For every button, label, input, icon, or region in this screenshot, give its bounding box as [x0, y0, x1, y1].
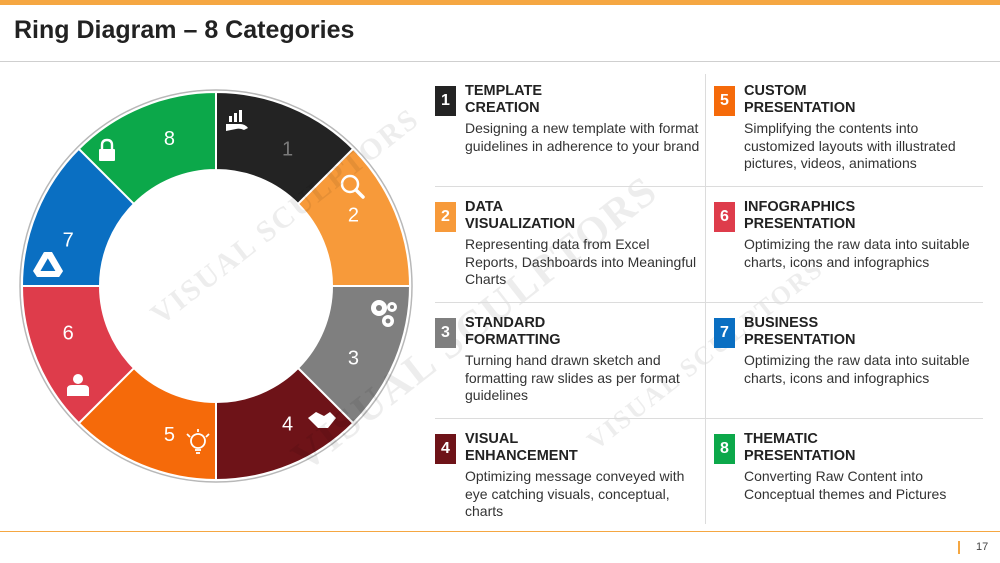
category-number: 8 [714, 434, 735, 464]
top-accent-bar [0, 0, 1000, 5]
magnifier-icon [340, 174, 365, 199]
page-number-marker [958, 541, 960, 554]
category-description: Optimizing message conveyed with eye cat… [465, 468, 685, 519]
handshake-icon [308, 412, 336, 428]
category-number: 6 [714, 202, 735, 232]
category-heading: THEMATIC PRESENTATION [744, 431, 856, 464]
category-description: Optimizing the raw data into suitable ch… [744, 352, 970, 386]
category-8: 8 THEMATIC PRESENTATION Converting Raw Co… [714, 422, 984, 522]
category-3: 3 STANDARD FORMATTING Turning hand drawn … [435, 306, 705, 418]
ring-segment-8 [77, 90, 217, 206]
category-heading: TEMPLATE CREATION [465, 83, 543, 116]
category-number: 4 [435, 434, 456, 464]
category-description: Simplifying the contents into customized… [744, 120, 956, 171]
category-heading: STANDARD FORMATTING [465, 315, 561, 348]
category-number: 1 [435, 86, 456, 116]
user-icon [67, 374, 89, 396]
row-divider [435, 186, 983, 187]
category-number: 7 [714, 318, 735, 348]
title-divider [0, 61, 1000, 62]
lock-icon [99, 138, 115, 161]
category-description: Optimizing the raw data into suitable ch… [744, 236, 970, 270]
category-heading: VISUAL ENHANCEMENT [465, 431, 578, 464]
ring-segment-number: 7 [63, 229, 74, 251]
category-heading: CUSTOM PRESENTATION [744, 83, 856, 116]
ring-segment-number: 8 [164, 128, 175, 150]
footer-divider [0, 531, 1000, 532]
page-title: Ring Diagram – 8 Categories [14, 16, 355, 44]
category-description: Turning hand drawn sketch and formatting… [465, 352, 680, 403]
category-5: 5 CUSTOM PRESENTATION Simplifying the con… [714, 74, 984, 186]
category-number: 5 [714, 86, 735, 116]
ring-segment-number: 6 [63, 323, 74, 345]
row-divider [435, 418, 983, 419]
ring-diagram: 1 2 3 4 5 6 7 8 [19, 89, 413, 483]
gears-icon [371, 300, 397, 327]
ring-segment-number: 5 [164, 424, 175, 446]
category-description: Representing data from Excel Reports, Da… [465, 236, 697, 287]
category-2: 2 DATA VISUALIZATION Representing data fr… [435, 190, 705, 302]
money-growth-icon [226, 110, 248, 131]
lightbulb-icon [186, 429, 210, 454]
ring-segment-number: 3 [348, 348, 359, 370]
page-number: 17 [976, 541, 989, 553]
category-7: 7 BUSINESS PRESENTATION Optimizing the ra… [714, 306, 984, 418]
category-4: 4 VISUAL ENHANCEMENT Optimizing message c… [435, 422, 705, 522]
ring-segment-number: 4 [282, 413, 293, 435]
ring-segment-number: 2 [348, 204, 359, 226]
category-number: 2 [435, 202, 456, 232]
category-1: 1 TEMPLATE CREATION Designing a new templ… [435, 74, 705, 186]
category-description: Converting Raw Content into Conceptual t… [744, 468, 947, 502]
drive-icon [33, 252, 63, 277]
ring-outline [19, 89, 413, 483]
column-divider [705, 74, 706, 524]
row-divider [435, 302, 983, 303]
ring-segment-number: 1 [282, 139, 293, 161]
category-number: 3 [435, 318, 456, 348]
category-6: 6 INFOGRAPHICS PRESENTATION Optimizing th… [714, 190, 984, 302]
category-description: Designing a new template with format gui… [465, 120, 700, 154]
category-heading: DATA VISUALIZATION [465, 199, 576, 232]
category-heading: BUSINESS PRESENTATION [744, 315, 856, 348]
category-heading: INFOGRAPHICS PRESENTATION [744, 199, 856, 232]
